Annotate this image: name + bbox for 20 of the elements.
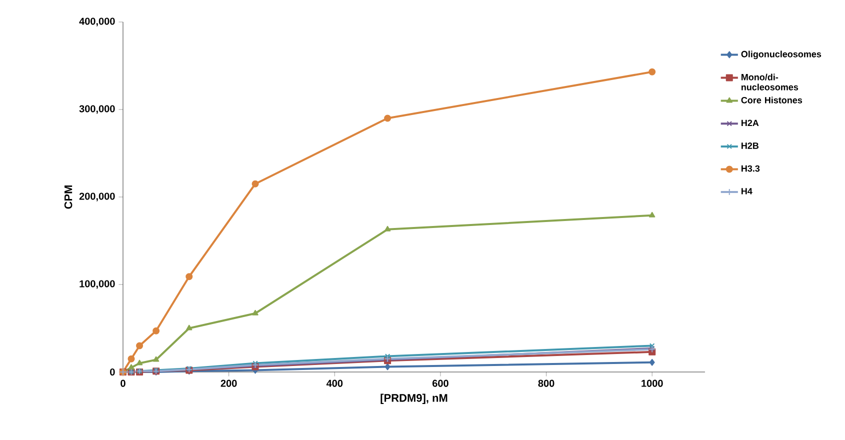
x-tick-label: 400 — [326, 380, 343, 387]
legend-label: Core Histones — [741, 96, 802, 104]
y-tick-label: 200,000 — [79, 192, 115, 202]
x-tick-label: 800 — [538, 380, 554, 387]
y-tick-label: 100,000 — [80, 280, 115, 289]
legend-label: Mono/di-nucleosomes — [742, 74, 798, 90]
y-tick-label: 0 — [110, 368, 115, 376]
y-axis-title: CPM — [64, 186, 72, 209]
y-tick-label: 300,000 — [79, 105, 115, 114]
y-tick-label: 400,000 — [79, 18, 115, 26]
x-tick-label: 0 — [120, 380, 126, 387]
legend-label: H3.3 — [742, 165, 760, 172]
x-tick-label: 200 — [220, 380, 237, 387]
legend-label: H2B — [742, 142, 759, 149]
x-tick-label: 600 — [432, 380, 448, 387]
x-tick-label: 1000 — [642, 380, 663, 387]
legend-label: H4 — [742, 188, 752, 194]
legend-label: H2A — [742, 120, 759, 126]
legend-label: Oligonucleosomes — [741, 50, 822, 60]
x-axis-title: [PRDM9], nM — [380, 394, 448, 404]
